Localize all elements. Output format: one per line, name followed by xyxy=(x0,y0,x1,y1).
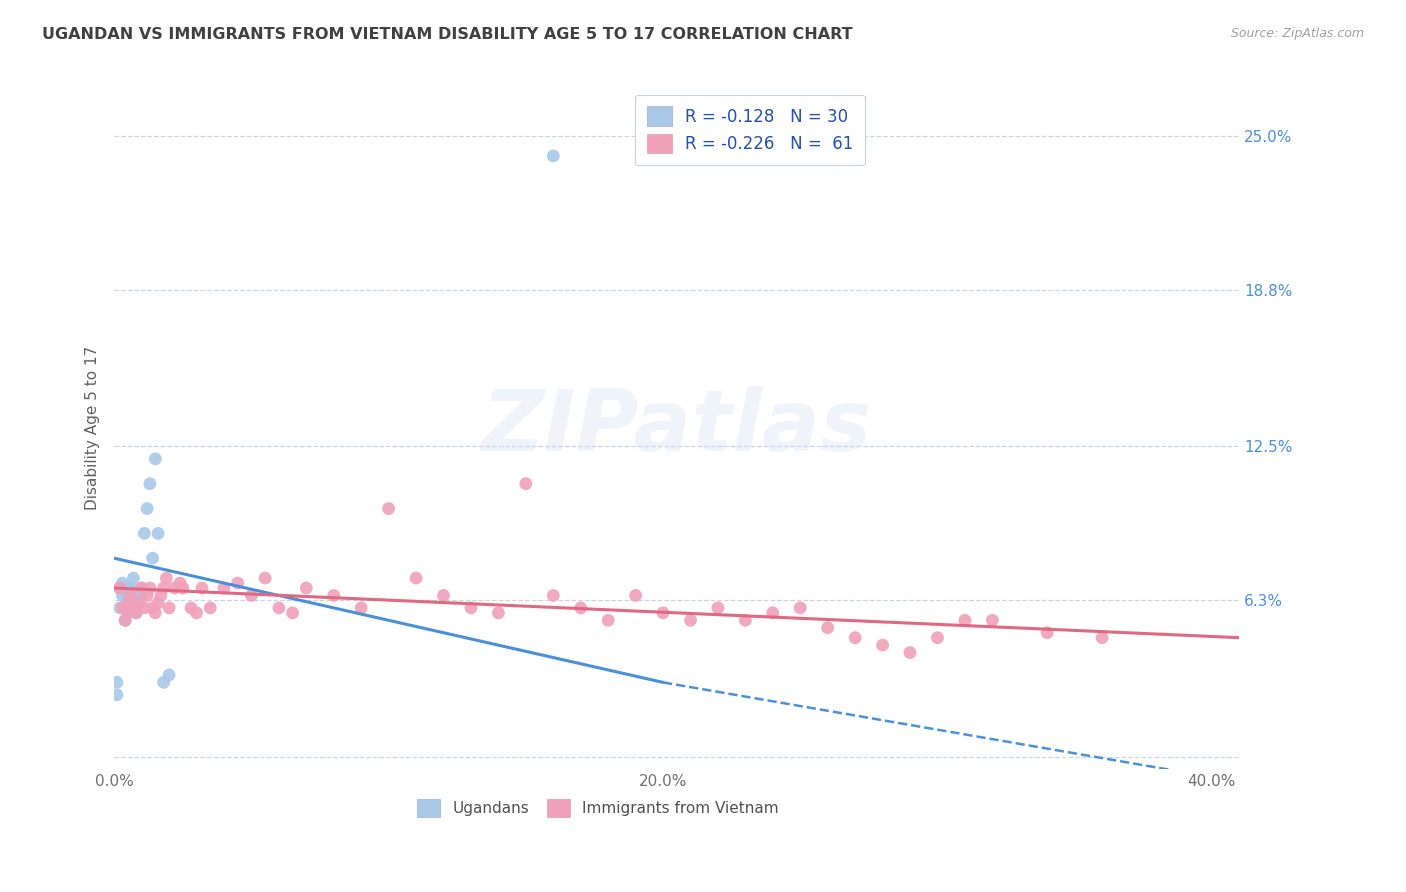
Point xyxy=(515,476,537,491)
Point xyxy=(762,606,785,620)
Point xyxy=(122,600,145,615)
Point xyxy=(186,606,208,620)
Point xyxy=(707,600,730,615)
Point xyxy=(191,581,214,595)
Point xyxy=(180,600,202,615)
Point xyxy=(136,501,159,516)
Point xyxy=(111,581,134,595)
Point xyxy=(114,600,136,615)
Point xyxy=(981,613,1004,627)
Point xyxy=(267,600,290,615)
Point xyxy=(350,600,373,615)
Point xyxy=(322,589,344,603)
Legend: Ugandans, Immigrants from Vietnam: Ugandans, Immigrants from Vietnam xyxy=(411,793,785,823)
Point xyxy=(108,581,131,595)
Point xyxy=(155,571,177,585)
Point xyxy=(598,613,620,627)
Point xyxy=(114,613,136,627)
Point xyxy=(254,571,277,585)
Point xyxy=(652,606,675,620)
Text: Source: ZipAtlas.com: Source: ZipAtlas.com xyxy=(1230,27,1364,40)
Point xyxy=(157,668,180,682)
Point xyxy=(134,600,156,615)
Point xyxy=(117,581,139,595)
Point xyxy=(734,613,756,627)
Point xyxy=(125,606,148,620)
Point xyxy=(405,571,427,585)
Point xyxy=(927,631,949,645)
Point xyxy=(679,613,702,627)
Point xyxy=(872,638,894,652)
Point xyxy=(1091,631,1114,645)
Point xyxy=(953,613,976,627)
Point xyxy=(146,526,169,541)
Point xyxy=(898,646,921,660)
Point xyxy=(120,596,142,610)
Point xyxy=(114,613,136,627)
Point xyxy=(149,589,172,603)
Point xyxy=(111,576,134,591)
Point xyxy=(377,501,399,516)
Point xyxy=(152,675,174,690)
Point xyxy=(131,581,153,595)
Point xyxy=(1036,625,1059,640)
Point xyxy=(569,600,592,615)
Point xyxy=(172,581,194,595)
Point xyxy=(122,600,145,615)
Point xyxy=(143,451,166,466)
Point xyxy=(240,589,263,603)
Point xyxy=(134,526,156,541)
Point xyxy=(460,600,482,615)
Point xyxy=(624,589,647,603)
Point xyxy=(789,600,811,615)
Text: ZIPatlas: ZIPatlas xyxy=(482,386,872,469)
Point xyxy=(136,589,159,603)
Point xyxy=(295,581,318,595)
Point xyxy=(131,581,153,595)
Point xyxy=(105,675,128,690)
Point xyxy=(128,596,150,610)
Point xyxy=(226,576,249,591)
Point xyxy=(142,600,165,615)
Y-axis label: Disability Age 5 to 17: Disability Age 5 to 17 xyxy=(86,346,100,510)
Point xyxy=(125,600,148,615)
Text: UGANDAN VS IMMIGRANTS FROM VIETNAM DISABILITY AGE 5 TO 17 CORRELATION CHART: UGANDAN VS IMMIGRANTS FROM VIETNAM DISAB… xyxy=(42,27,853,42)
Point xyxy=(486,606,509,620)
Point xyxy=(105,688,128,702)
Point xyxy=(157,600,180,615)
Point xyxy=(108,600,131,615)
Point xyxy=(117,596,139,610)
Point xyxy=(139,581,162,595)
Point xyxy=(117,600,139,615)
Point xyxy=(163,581,186,595)
Point xyxy=(128,589,150,603)
Point xyxy=(281,606,304,620)
Point xyxy=(125,606,148,620)
Point xyxy=(200,600,222,615)
Point xyxy=(139,476,162,491)
Point xyxy=(169,576,191,591)
Point xyxy=(111,600,134,615)
Point xyxy=(120,589,142,603)
Point xyxy=(146,596,169,610)
Point xyxy=(817,621,839,635)
Point xyxy=(543,149,565,163)
Point xyxy=(111,589,134,603)
Point xyxy=(108,581,131,595)
Point xyxy=(122,571,145,585)
Point xyxy=(143,606,166,620)
Point xyxy=(142,551,165,566)
Point xyxy=(432,589,454,603)
Point xyxy=(152,581,174,595)
Point xyxy=(117,606,139,620)
Point xyxy=(844,631,866,645)
Point xyxy=(117,589,139,603)
Point xyxy=(543,589,565,603)
Point xyxy=(212,581,235,595)
Point xyxy=(120,581,142,595)
Point xyxy=(131,589,153,603)
